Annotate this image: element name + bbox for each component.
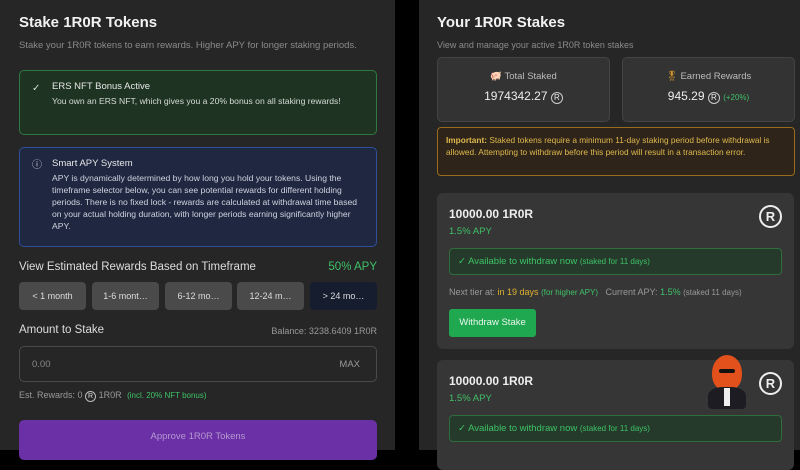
info-icon: ⓘ [32,160,42,171]
token-icon: R [85,391,97,402]
smart-apy-notice: ⓘ Smart APY System APY is dynamically de… [19,147,377,247]
max-button[interactable]: MAX [339,359,360,370]
timeframe-gt-24-months[interactable]: > 24 mo… [310,282,377,310]
earned-rewards-card: 🎖 Earned Rewards 945.29 R (+20%) [622,57,795,122]
award-icon: 🎖 [665,71,678,82]
panel-title: Your 1R0R Stakes [437,14,566,31]
total-staked-card: 🐖 Total Staked 1974342.27 R [437,57,610,122]
est-rewards: Est. Rewards: 0 R 1R0R (incl. 20% NFT bo… [19,390,207,402]
card-label: Earned Rewards [680,71,752,82]
withdraw-status: ✓ Available to withdraw now (staked for … [449,248,782,275]
card-label: Total Staked [504,71,557,82]
stake-apy: 1.5% APY [449,393,492,404]
panel-subtitle: Stake your 1R0R tokens to earn rewards. … [19,40,357,51]
amount-placeholder: 0.00 [32,359,51,370]
amount-label: Amount to Stake [19,324,105,336]
panel-title: Stake 1R0R Tokens [19,14,158,31]
notice-text: APY is dynamically determined by how lon… [52,173,358,231]
stake-amount: 10000.00 1R0R [449,374,534,388]
status-text: Available to withdraw now [468,423,578,434]
est-rewards-value: Est. Rewards: 0 [19,390,83,400]
est-rewards-unit: 1R0R [98,390,122,400]
timeframe-lt-1-month[interactable]: < 1 month [19,282,86,310]
status-note: (staked for 11 days) [579,257,650,266]
notice-title: Smart APY System [52,158,133,169]
withdraw-stake-button[interactable]: Withdraw Stake [449,309,536,337]
warning-text: Staked tokens require a minimum 11-day s… [446,135,770,157]
status-text: Available to withdraw now [468,256,578,267]
stakes-panel: Your 1R0R Stakes View and manage your ac… [419,0,800,470]
token-logo-icon: R [759,205,782,228]
timeframe-label: View Estimated Rewards Based on Timefram… [19,261,256,273]
timeframe-1-6-months[interactable]: 1-6 mont… [92,282,159,310]
warning-label: Important: [446,135,488,145]
panel-subtitle: View and manage your active 1R0R token s… [437,40,634,50]
current-apy-label: Current APY: [605,287,658,297]
amount-input[interactable]: 0.00 MAX [19,346,377,382]
check-circle-icon: ✓ [32,83,41,94]
stake-item: 10000.00 1R0R 1.5% APY R ✓ Available to … [437,355,794,470]
current-apy-value: 1.5% [660,287,681,297]
bonus-percent: (+20%) [723,93,750,102]
timeframe-12-24-months[interactable]: 12-24 m… [237,282,304,310]
notice-text: You own an ERS NFT, which gives you a 20… [52,96,341,106]
token-icon: R [707,92,720,104]
balance: Balance: 3238.6409 1R0R [271,326,377,336]
withdrawal-warning: Important: Staked tokens require a minim… [437,127,795,176]
next-tier-label: Next tier at: [449,287,496,297]
token-logo-icon: R [759,372,782,395]
nft-bonus-note: (incl. 20% NFT bonus) [127,391,207,400]
notice-title: ERS NFT Bonus Active [52,81,151,92]
next-tier-value: in 19 days [497,287,539,297]
stake-amount: 10000.00 1R0R [449,207,534,221]
stake-apy: 1.5% APY [449,226,492,237]
status-note: (staked for 11 days) [579,424,650,433]
apy-value: 50% APY [328,261,377,273]
tier-info: Next tier at: in 19 days (for higher APY… [449,287,742,297]
stake-item: 10000.00 1R0R 1.5% APY R ✓ Available to … [437,193,794,349]
timeframe-6-12-months[interactable]: 6-12 mo… [165,282,232,310]
withdraw-status: ✓ Available to withdraw now (staked for … [449,415,782,442]
next-tier-note: (for higher APY) [541,288,598,297]
approve-button[interactable]: Approve 1R0R Tokens [19,420,377,460]
nft-bonus-notice: ✓ ERS NFT Bonus Active You own an ERS NF… [19,70,377,135]
current-apy-note: (staked 11 days) [683,288,742,297]
token-icon: R [550,92,563,104]
total-staked-value: 1974342.27 [484,89,548,103]
lion-mascot-icon [706,355,748,411]
piggy-bank-icon: 🐖 [490,71,503,82]
stake-panel: Stake 1R0R Tokens Stake your 1R0R tokens… [0,0,395,460]
earned-value: 945.29 [667,89,705,103]
